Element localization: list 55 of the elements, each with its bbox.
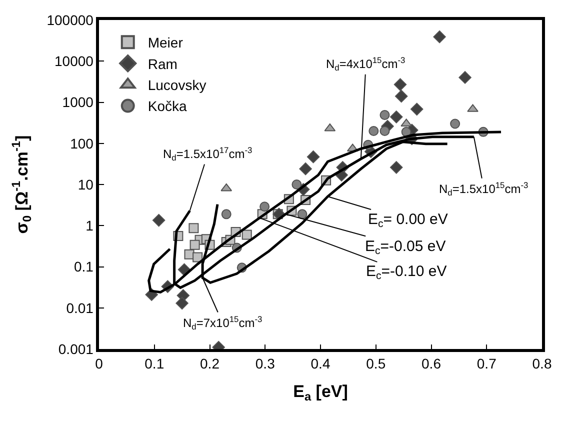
point: [220, 183, 232, 192]
point: [394, 78, 407, 91]
point: [192, 252, 203, 262]
legend-label: Lucovsky: [148, 77, 206, 94]
annotation: N$_{d}$=7x10$^{15}$cm$^{-3}$: [183, 314, 262, 332]
annotation: E$_{c}$=-0.10 eV: [366, 263, 447, 282]
y-tick-label: 0.1: [74, 258, 94, 275]
x-tick-label: 0.5: [366, 356, 386, 372]
x-tick-label: 0.6: [422, 356, 442, 372]
x-tick-label: 0: [95, 356, 104, 372]
annotation: N$_{d}$=4x10$^{15}$cm$^{-3}$: [326, 55, 406, 73]
legend-label: Ram: [148, 56, 178, 72]
annotation: E$_{c}$= 0.00 eV: [368, 211, 448, 230]
y-tick-label: 10000: [54, 53, 94, 70]
point: [401, 126, 412, 137]
x-axis-title: E$_{a}$ [eV]: [293, 382, 348, 404]
y-tick-label: 1: [86, 218, 94, 234]
point: [188, 223, 199, 234]
point: [450, 118, 460, 129]
y-tick-label: 0.001: [58, 340, 94, 357]
legend-label: Meier: [148, 34, 184, 51]
point: [221, 209, 232, 220]
point: [260, 202, 270, 212]
point: [433, 30, 446, 44]
x-tick-label: 0.8: [532, 356, 552, 372]
point: [380, 110, 390, 120]
point: [292, 180, 302, 190]
x-tick-label: 0.1: [144, 356, 164, 372]
point: [190, 240, 200, 250]
y-tick-label: 10: [78, 176, 94, 192]
annotation: N$_{d}$=1.5x10$^{15}$cm$^{-3}$: [439, 180, 529, 198]
point: [299, 162, 312, 176]
point: [380, 126, 390, 136]
y-tick-label: 1000: [62, 94, 94, 110]
point: [395, 90, 408, 103]
point: [368, 126, 379, 136]
point: [390, 161, 403, 174]
x-tick-label: 0.3: [255, 356, 276, 372]
y-tick-label: 0.01: [66, 300, 94, 316]
point: [410, 102, 424, 116]
point: [297, 209, 308, 220]
point: [242, 230, 252, 240]
annotation: N$_{d}$=1.5x10$^{17}$cm$^{-3}$: [163, 145, 253, 163]
x-tick-label: 0.4: [310, 356, 330, 372]
y-tick-label: 100000: [46, 12, 94, 28]
point: [458, 71, 472, 84]
point: [306, 150, 320, 164]
point: [176, 296, 188, 310]
y-tick-label: 100: [70, 135, 94, 152]
point: [152, 214, 166, 227]
point: [390, 110, 403, 124]
legend-label: Kočka: [148, 98, 187, 114]
x-tick-label: 0.2: [200, 356, 220, 372]
annotation: E$_{c}$=-0.05 eV: [365, 238, 446, 258]
x-tick-label: 0.7: [476, 356, 497, 372]
